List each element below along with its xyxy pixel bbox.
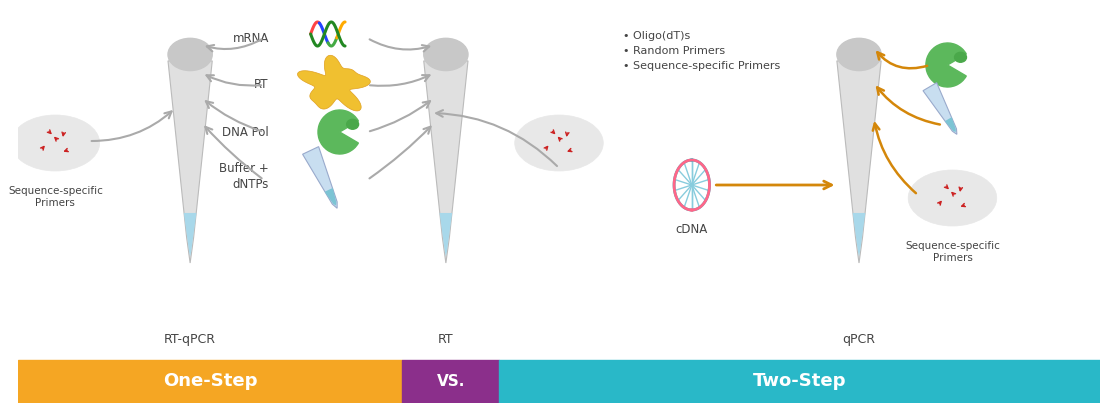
Polygon shape [923, 83, 957, 134]
Ellipse shape [346, 119, 359, 129]
Text: One-Step: One-Step [163, 372, 257, 391]
Ellipse shape [515, 115, 603, 171]
Wedge shape [318, 110, 359, 154]
Bar [403, 360, 499, 403]
Polygon shape [302, 147, 337, 208]
PathPatch shape [837, 61, 881, 263]
Text: qPCR: qPCR [843, 333, 876, 346]
Text: RT: RT [438, 333, 453, 346]
Text: RT: RT [254, 79, 268, 91]
PathPatch shape [852, 213, 866, 257]
PathPatch shape [184, 213, 197, 257]
Ellipse shape [909, 170, 997, 226]
Ellipse shape [837, 38, 881, 71]
Polygon shape [324, 188, 337, 206]
Ellipse shape [955, 52, 967, 62]
Text: Sequence-specific
Primers: Sequence-specific Primers [905, 241, 1000, 264]
Text: Sequence-specific
Primers: Sequence-specific Primers [8, 186, 102, 208]
PathPatch shape [168, 61, 212, 263]
Wedge shape [926, 43, 966, 87]
Bar [18, 360, 403, 403]
Ellipse shape [11, 115, 100, 171]
Polygon shape [297, 55, 371, 111]
PathPatch shape [424, 61, 468, 263]
Text: cDNA: cDNA [675, 223, 708, 236]
Text: VS.: VS. [437, 374, 465, 389]
Ellipse shape [424, 38, 468, 71]
Text: DNA Pol: DNA Pol [222, 125, 268, 139]
Text: Buffer +
dNTPs: Buffer + dNTPs [219, 162, 268, 191]
Text: • Oligo(dT)s
• Random Primers
• Sequence-specific Primers: • Oligo(dT)s • Random Primers • Sequence… [623, 31, 780, 71]
Text: Two-Step: Two-Step [754, 372, 847, 391]
Text: mRNA: mRNA [232, 31, 268, 44]
PathPatch shape [440, 213, 452, 257]
Bar [499, 360, 1100, 403]
Text: RT-qPCR: RT-qPCR [164, 333, 216, 346]
Polygon shape [945, 117, 956, 132]
Ellipse shape [168, 38, 212, 71]
